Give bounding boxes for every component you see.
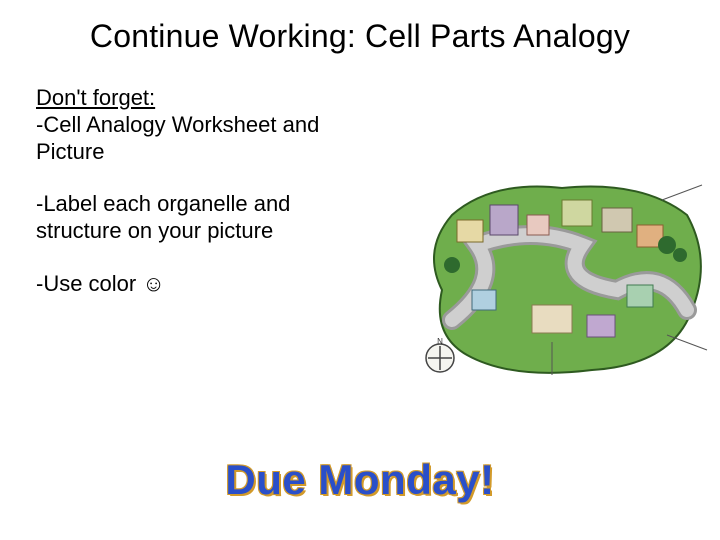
due-banner: Due Monday! (0, 456, 720, 504)
reminder-line-3: -Use color ☺ (36, 271, 165, 296)
slide: Continue Working: Cell Parts Analogy Don… (0, 0, 720, 540)
dont-forget-label: Don't forget: (36, 85, 155, 110)
reminder-block-1: Don't forget: -Cell Analogy Worksheet an… (36, 85, 376, 165)
slide-title: Continue Working: Cell Parts Analogy (36, 18, 684, 55)
reminder-line-1: -Cell Analogy Worksheet and Picture (36, 112, 319, 164)
svg-text:N: N (437, 337, 443, 346)
drawing-svg: N (412, 170, 712, 380)
reminder-line-2: -Label each organelle and structure on y… (36, 191, 290, 243)
cell-analogy-drawing: N (412, 170, 712, 380)
reminder-block-3: -Use color ☺ (36, 271, 376, 298)
reminder-block-2: -Label each organelle and structure on y… (36, 191, 376, 245)
